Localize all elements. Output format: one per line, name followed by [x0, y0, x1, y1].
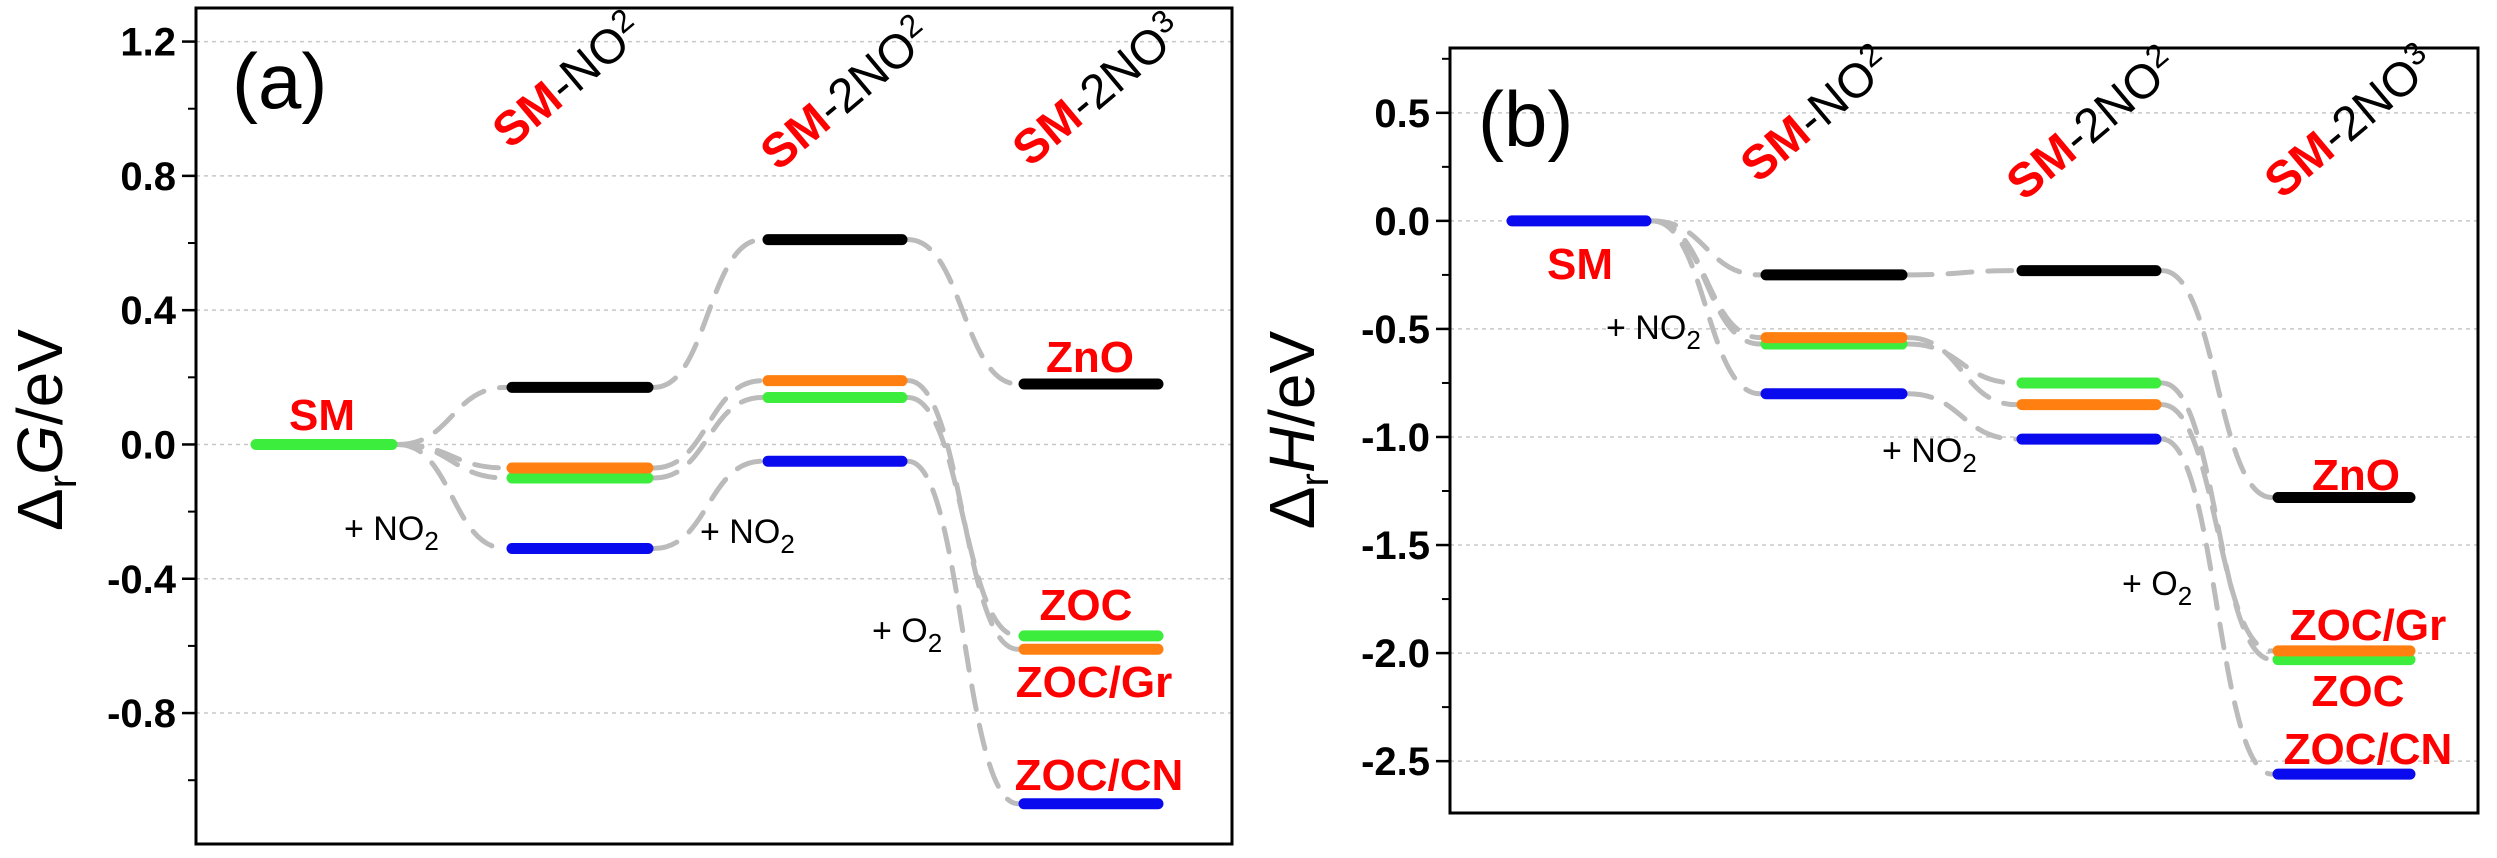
reactant-annotation-text: + NO	[700, 513, 780, 551]
y-tick-label: 1.2	[120, 21, 176, 65]
panel-tag: (a)	[232, 37, 327, 125]
y-tick-label: -1.5	[1361, 524, 1430, 568]
y-tick-label: -0.5	[1361, 308, 1430, 352]
y-tick-label: -2.0	[1361, 632, 1430, 676]
level-label-sm: SM	[289, 391, 355, 440]
stage-header: SM-NO2	[1729, 35, 1901, 192]
connector-curve	[651, 394, 765, 481]
reactant-annotation-subscript: 2	[780, 529, 794, 559]
y-axis-title-delta: Δ	[4, 488, 76, 531]
y-tick-label: 0.8	[120, 155, 176, 199]
y-axis-title-variable: G	[4, 425, 76, 475]
y-axis-title-unit: /eV	[1256, 331, 1328, 427]
y-tick-label: -1.0	[1361, 416, 1430, 460]
reactant-annotation: + NO2	[1882, 432, 1977, 478]
stage-header: SM-NO2	[481, 1, 653, 158]
y-axis-title-variable: H	[1256, 426, 1328, 473]
y-tick-label: 0.0	[120, 423, 176, 467]
connector-curve	[1905, 341, 2019, 386]
reactant-annotation: + NO2	[1606, 309, 1701, 355]
y-axis-title-unit: /eV	[4, 329, 76, 425]
connector-curve	[395, 441, 509, 552]
stage-header: SM-2NO3	[1001, 2, 1194, 176]
reactant-annotation-text: + NO	[1606, 309, 1686, 347]
panel-tag: (b)	[1478, 75, 1573, 163]
reactant-annotation: + O2	[872, 612, 942, 658]
plot-frame	[1448, 46, 2480, 815]
level-label: ZOC/Gr	[1016, 658, 1172, 707]
y-tick-label: 0.4	[120, 289, 176, 333]
reactant-annotation-subscript: 2	[2178, 581, 2192, 611]
reactant-annotation: + O2	[2122, 565, 2192, 611]
panel-a: -0.8 -0.4 0.0 0.4 0.8 1.2 ΔrG/eV (a) SM-NO2 SM-2N…	[4, 1, 1234, 846]
y-tick-label: -0.4	[107, 558, 177, 602]
level-label: ZOC/CN	[2284, 725, 2453, 774]
level-label: ZnO	[1046, 333, 1134, 382]
y-tick-label: 0.0	[1374, 200, 1430, 244]
connector-curve	[651, 237, 765, 390]
level-label-sm: SM	[1547, 240, 1613, 289]
connector-curve	[1905, 268, 2019, 278]
y-axis-title-subscript: r	[1293, 473, 1337, 486]
connector-curve	[905, 237, 1021, 387]
level-label: ZOC/CN	[1015, 751, 1184, 800]
reactant-annotation-subscript: 2	[1962, 448, 1976, 478]
y-tick-label: -0.8	[107, 692, 176, 736]
connector-curve	[1649, 218, 1763, 397]
reactant-annotation-subscript: 2	[1686, 325, 1700, 355]
connector-curve	[1905, 335, 2019, 408]
level-label: ZOC	[1040, 581, 1133, 630]
connector-curve	[905, 378, 1021, 652]
y-axis-title-delta: Δ	[1256, 486, 1328, 529]
connector-curve	[905, 458, 1021, 807]
y-axis-title-subscript: r	[41, 475, 85, 488]
reactant-annotation: + NO2	[700, 513, 795, 559]
stage-header: SM-2NO3	[2253, 34, 2446, 208]
reactant-annotation-text: + NO	[1882, 432, 1962, 470]
plot-frame	[194, 6, 1234, 846]
panel-b: -2.5 -2.0 -1.5 -1.0 -0.5 0.0 0.5 ΔrH/eV (b) SM-NO…	[1256, 34, 2480, 815]
reactant-annotation-text: + O	[2122, 565, 2178, 603]
y-tick-label: -2.5	[1361, 740, 1430, 784]
y-axis-title: ΔrG/eV	[4, 329, 85, 531]
reactant-annotation-text: + NO	[344, 510, 424, 548]
reactant-annotation-text: + O	[872, 612, 928, 650]
reactant-annotation-subscript: 2	[928, 628, 942, 658]
reactant-annotation: + NO2	[344, 510, 439, 556]
connector-curve	[1905, 391, 2019, 442]
level-label: ZOC	[2312, 667, 2405, 716]
reactant-annotation-subscript: 2	[424, 526, 438, 556]
connector-curve	[651, 458, 765, 552]
connector-curve	[2159, 268, 2275, 500]
level-label: ZOC/Gr	[2290, 601, 2446, 650]
connector-curve	[2159, 402, 2275, 654]
y-tick-label: 0.5	[1374, 92, 1430, 136]
stage-header: SM-2NO2	[1995, 36, 2188, 210]
y-axis-title: ΔrH/eV	[1256, 331, 1337, 530]
connector-curve	[905, 394, 1021, 639]
stage-header: SM-2NO2	[749, 6, 942, 180]
connector-curve	[395, 384, 509, 447]
level-label: ZnO	[2312, 451, 2400, 500]
connector-curve	[2159, 436, 2275, 777]
connector-curve	[651, 378, 765, 471]
connector-curve	[2159, 380, 2275, 663]
